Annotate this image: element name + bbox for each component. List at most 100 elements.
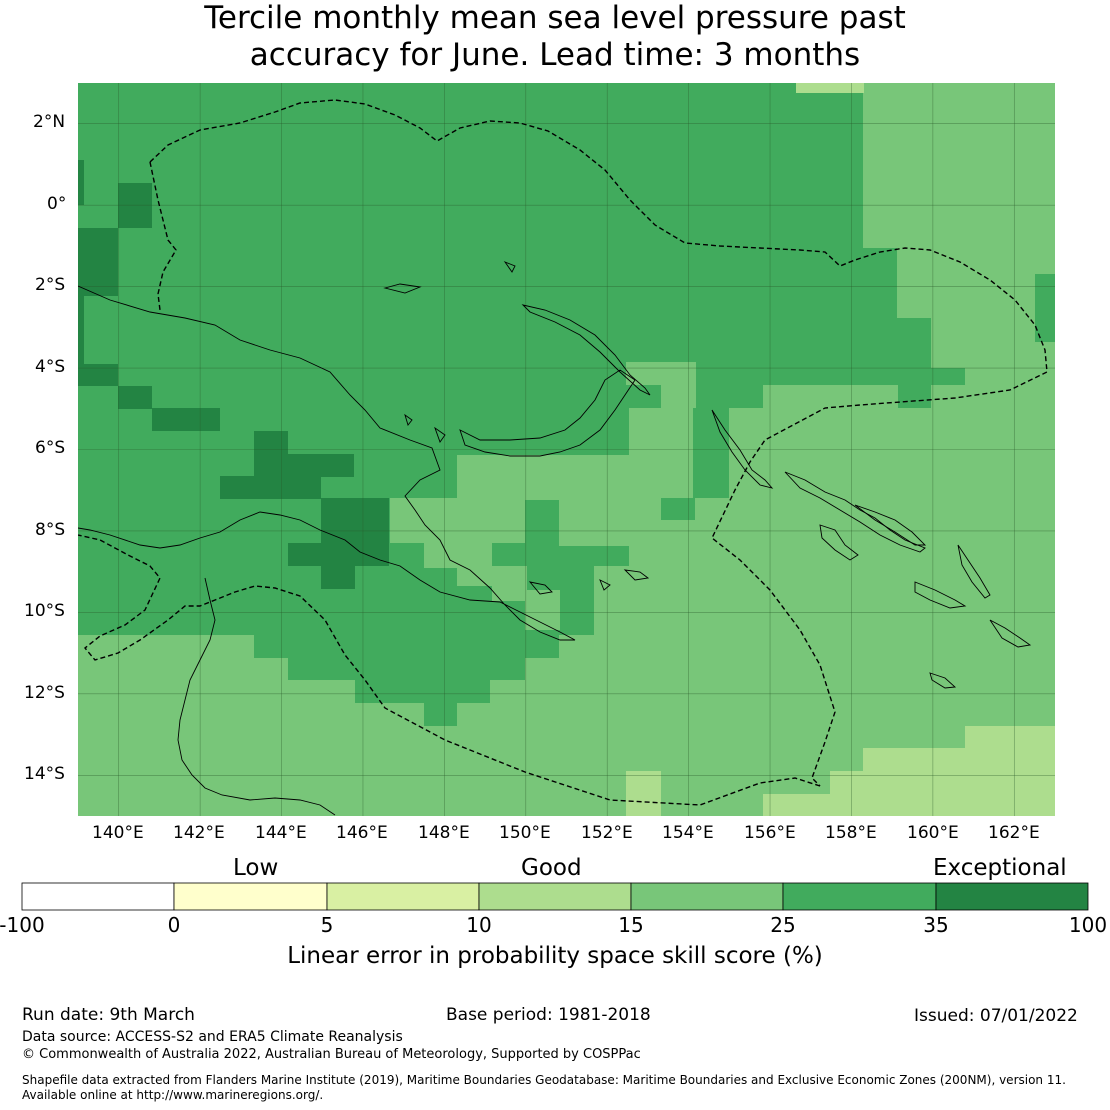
coastline <box>929 672 957 689</box>
skill-cell <box>796 83 864 93</box>
skill-cell <box>863 83 1055 139</box>
skill-cell <box>559 476 629 546</box>
y-tick-10S: 10°S <box>24 601 65 621</box>
y-tick-12S: 12°S <box>24 683 65 703</box>
colorbar-segment <box>173 882 328 911</box>
skill-cell <box>78 228 118 296</box>
skill-cell <box>254 431 288 454</box>
coastline <box>78 285 576 641</box>
skill-cell <box>78 364 118 386</box>
skill-cell <box>1035 274 1055 342</box>
x-tick-154E: 154°E <box>662 823 714 843</box>
coastline <box>459 369 636 457</box>
skill-cell <box>490 680 525 816</box>
colorbar-tick-15: 15 <box>618 913 644 937</box>
coastline <box>528 581 553 595</box>
y-tick-8S: 8°S <box>35 520 66 540</box>
skill-cell <box>629 498 661 816</box>
skill-cell <box>288 680 355 816</box>
skill-cell <box>254 658 288 816</box>
skill-cell <box>863 385 898 408</box>
colorbar-tick-neg100: -100 <box>0 913 45 937</box>
x-tick-158E: 158°E <box>825 823 877 843</box>
skill-cell <box>492 566 527 601</box>
x-tick-148E: 148°E <box>418 823 470 843</box>
colorbar-tick-10: 10 <box>466 913 492 937</box>
coastline <box>711 409 774 489</box>
skill-cell <box>152 408 220 431</box>
skill-cell <box>965 726 1055 774</box>
skill-cell <box>424 726 457 816</box>
eez-line <box>78 534 821 806</box>
skill-cell <box>729 408 1055 498</box>
skill-cell <box>830 771 1055 794</box>
skill-cell <box>863 138 1055 248</box>
skill-cell <box>931 385 966 408</box>
y-tick-0: 0° <box>47 194 67 214</box>
skill-cell <box>525 658 629 816</box>
colorbar-segment <box>478 882 632 911</box>
coastline <box>599 579 611 591</box>
skill-cell <box>321 566 355 589</box>
skill-cell <box>457 566 492 586</box>
y-tick-2S: 2°S <box>35 275 66 295</box>
coastline <box>521 304 651 396</box>
run-date: Run date: 9th March <box>22 1005 195 1025</box>
skill-cell <box>661 362 696 408</box>
coastline <box>914 581 967 609</box>
skill-cell <box>626 771 661 816</box>
skill-cell <box>559 635 629 660</box>
colorbar-segment <box>21 882 175 911</box>
skill-cell <box>118 386 152 409</box>
skill-cell <box>629 408 693 498</box>
skill-cell <box>457 703 490 816</box>
data-source: Data source: ACCESS-S2 and ERA5 Climate … <box>22 1029 403 1045</box>
shapefile-credit-2: Available online at http://www.marinereg… <box>22 1088 324 1102</box>
base-period: Base period: 1981-2018 <box>446 1005 651 1025</box>
skill-cell <box>321 520 389 543</box>
issued-date: Issued: 07/01/2022 <box>914 1006 1078 1026</box>
coastline <box>957 544 991 599</box>
colorbar-segment <box>782 882 937 911</box>
skill-cell <box>594 566 629 636</box>
colorbar-tick-100: 100 <box>1068 913 1108 937</box>
skill-cell <box>254 454 354 477</box>
x-tick-140E: 140°E <box>92 823 144 843</box>
coastline <box>404 413 413 426</box>
graticule <box>78 83 1055 816</box>
colorbar-segment <box>630 882 784 911</box>
colorbar-tick-25: 25 <box>770 913 796 937</box>
skill-cell <box>288 543 389 566</box>
skill-cell <box>763 385 798 408</box>
skill-cell <box>390 498 525 543</box>
y-tick-2N: 2°N <box>33 112 66 132</box>
colorbar-category-good: Good <box>521 855 582 881</box>
skill-cell <box>863 748 898 771</box>
x-tick-142E: 142°E <box>173 823 225 843</box>
y-tick-14S: 14°S <box>24 764 65 784</box>
coastline <box>383 283 422 294</box>
coastline <box>854 504 927 546</box>
y-tick-6S: 6°S <box>35 438 66 458</box>
eez-line <box>149 99 1048 787</box>
coastline <box>434 426 446 443</box>
skill-cell <box>78 160 84 205</box>
skill-cell <box>355 703 424 816</box>
coastline <box>819 524 859 561</box>
skill-cell <box>78 635 254 816</box>
skill-cell <box>931 318 1055 368</box>
x-tick-160E: 160°E <box>907 823 959 843</box>
skill-cell <box>321 498 389 521</box>
colorbar-tick-35: 35 <box>923 913 949 937</box>
coastline <box>177 577 336 816</box>
chart-title: Tercile monthly mean sea level pressure … <box>0 0 1110 74</box>
skill-cells <box>78 83 1055 816</box>
skill-cell <box>220 476 321 499</box>
title-line-2: accuracy for June. Lead time: 3 months <box>249 37 861 73</box>
coastline <box>503 261 516 273</box>
x-tick-144E: 144°E <box>255 823 307 843</box>
coastline <box>623 569 650 581</box>
coastline <box>784 471 926 553</box>
skill-cell <box>897 748 965 771</box>
x-tick-152E: 152°E <box>581 823 633 843</box>
